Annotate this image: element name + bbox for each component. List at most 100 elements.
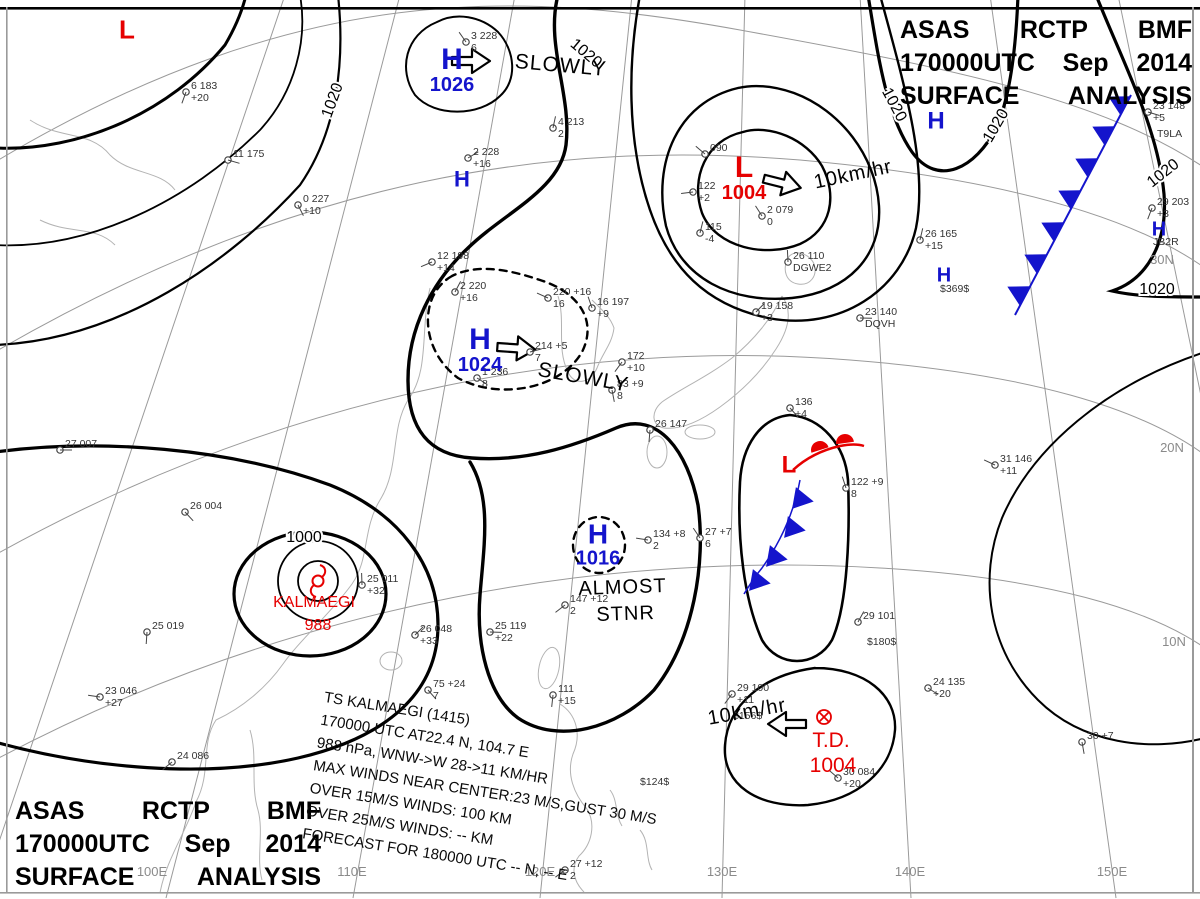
isobar-label: 1000: [286, 529, 322, 546]
station-value: 30 084: [843, 766, 875, 778]
wind-barb: [614, 361, 623, 372]
station-value: 26 165: [925, 228, 957, 240]
wind-barb: [786, 249, 789, 263]
wind-barb: [162, 761, 173, 770]
wind-barb: [724, 693, 733, 704]
station-plot: 19 158+3: [752, 300, 793, 324]
station-value: +10: [303, 205, 321, 217]
station-value: 29 101: [863, 610, 895, 622]
station-value: 136: [795, 396, 813, 408]
isobar-1000-kalmaegi: [232, 530, 388, 658]
station-value: $124$: [640, 776, 669, 788]
station-plot: 147 +122: [555, 593, 608, 617]
station-value: 27 007: [65, 438, 97, 450]
station-value: 26 147: [655, 418, 687, 430]
wind-barb: [681, 191, 694, 194]
wind-barb: [648, 429, 651, 443]
wind-barb: [841, 476, 847, 489]
station-value: 090: [710, 142, 728, 154]
station-value: 115: [705, 221, 722, 233]
title-block-bottom-left: ASAS RCTP BMF 170000UTC Sep 2014 SURFACE…: [15, 795, 321, 894]
pressure-center-h-1016: H 1016: [576, 520, 621, 568]
station-value: 6 183: [191, 80, 217, 92]
movement-annotation: ALMOST: [578, 574, 667, 600]
wind-barb: [692, 527, 701, 539]
station-value: 6: [471, 42, 477, 54]
station-value: 24 086: [177, 750, 209, 762]
station-value: 7: [535, 352, 541, 364]
title-line-2: 170000UTC Sep 2014: [900, 49, 1192, 77]
station-value: +11: [1000, 465, 1017, 477]
station-value: 8: [851, 488, 857, 500]
station-value: 23 140: [865, 306, 897, 318]
wind-barb: [184, 511, 194, 522]
wind-barb: [552, 116, 556, 129]
station-value: 25 119: [495, 620, 526, 632]
station-plot: 111+15: [549, 683, 576, 707]
longitude-label: 120E: [525, 864, 556, 879]
station-value: 26 004: [190, 500, 222, 512]
isobar: [0, 444, 440, 771]
motion-arrows: [450, 47, 808, 738]
wind-barb: [555, 604, 566, 613]
station-value: +16: [460, 292, 478, 304]
station-value: 3 228: [471, 30, 497, 42]
station-value: +27: [105, 697, 123, 709]
station-plot: 214 +57: [526, 340, 568, 364]
station-value: 25 019: [152, 620, 184, 632]
isobar-label: 1020: [1139, 281, 1175, 298]
station-value: 2: [653, 540, 659, 552]
station-value: 220 +16: [553, 286, 591, 298]
low-symbol: L: [119, 14, 135, 45]
wind-barb: [414, 626, 424, 636]
pressure-center-l: L: [782, 453, 797, 478]
high-symbol: H: [441, 42, 463, 76]
pressure-value: 1026: [429, 73, 475, 96]
station-value: +3: [761, 312, 773, 324]
station-value: 23 148: [1153, 100, 1185, 112]
station-plot: 0 227+10: [294, 193, 329, 217]
pressure-center-h-1026: H 1026: [429, 42, 475, 96]
station-value: 134 +8: [653, 528, 686, 540]
wind-barb: [611, 389, 615, 402]
title-line-3: SURFACE ANALYSIS: [900, 82, 1192, 110]
wind-barb: [1147, 207, 1153, 220]
station-value: 26 110: [793, 250, 824, 262]
kalmaegi-ring-outer: [277, 540, 359, 622]
longitude-label: 100E: [137, 864, 168, 879]
station-value: 75 +24: [433, 678, 466, 690]
motion-arrow-east: [450, 47, 492, 75]
wind-barb: [454, 281, 462, 293]
motion-arrow-east: [495, 335, 537, 362]
isobar-td: [723, 666, 897, 807]
station-value: +32: [367, 585, 385, 597]
station-plot: 31 146+11: [983, 453, 1032, 477]
wind-barb: [1147, 111, 1160, 116]
station-value: +22: [495, 632, 513, 644]
station-value: 8: [617, 390, 623, 402]
wind-barb: [828, 769, 839, 779]
station-plot: 115-4: [696, 221, 722, 245]
station-value: 0: [767, 216, 773, 228]
station-value: DQVH: [865, 318, 895, 330]
station-value: +15: [925, 240, 943, 252]
station-value: +4: [795, 408, 807, 420]
station-plot: 27 +122: [555, 858, 603, 882]
wind-barb: [587, 296, 593, 309]
wind-barb: [927, 687, 939, 695]
station-plot: 122+2: [681, 180, 716, 204]
high-symbol: H: [454, 166, 470, 192]
isobar: [988, 352, 1200, 746]
station-plot: 27 +76: [692, 526, 732, 550]
station-value: 25 011: [367, 573, 398, 585]
station-value: DGWE2: [793, 262, 832, 274]
isobar: [0, 0, 342, 346]
wind-barb: [181, 91, 187, 104]
station-plot: 23 148+5: [1144, 100, 1185, 124]
station-value: 172: [627, 350, 645, 362]
station-value: 2: [558, 128, 564, 140]
typhoon-symbol: [309, 564, 327, 598]
